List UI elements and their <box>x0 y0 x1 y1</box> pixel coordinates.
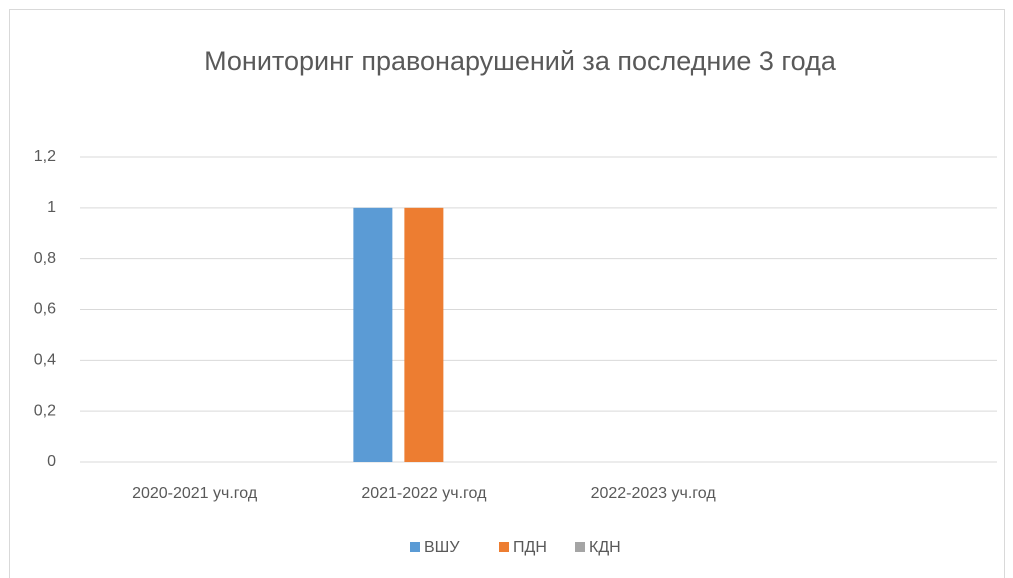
y-tick-label: 0,2 <box>34 402 56 419</box>
x-tick-label: 2022-2023 уч.год <box>591 485 717 502</box>
y-tick-label: 0,6 <box>34 301 56 318</box>
x-tick-label: 2021-2022 уч.год <box>361 485 487 502</box>
legend-label: ВШУ <box>424 539 460 556</box>
y-tick-label: 1,2 <box>34 148 56 165</box>
legend-label: ПДН <box>513 539 547 556</box>
legend-swatch <box>410 542 420 552</box>
legend-swatch <box>575 542 585 552</box>
legend-swatch <box>499 542 509 552</box>
x-tick-label: 2020-2021 уч.год <box>132 485 258 502</box>
chart-border <box>9 9 1005 578</box>
bar <box>353 207 393 462</box>
y-tick-label: 1 <box>47 199 56 216</box>
chart-title: Мониторинг правонарушений за последние 3… <box>204 46 836 76</box>
y-tick-label: 0,4 <box>34 352 56 369</box>
y-tick-label: 0 <box>47 453 56 470</box>
bar <box>404 207 444 462</box>
legend-label: КДН <box>589 539 621 556</box>
y-tick-label: 0,8 <box>34 250 56 267</box>
